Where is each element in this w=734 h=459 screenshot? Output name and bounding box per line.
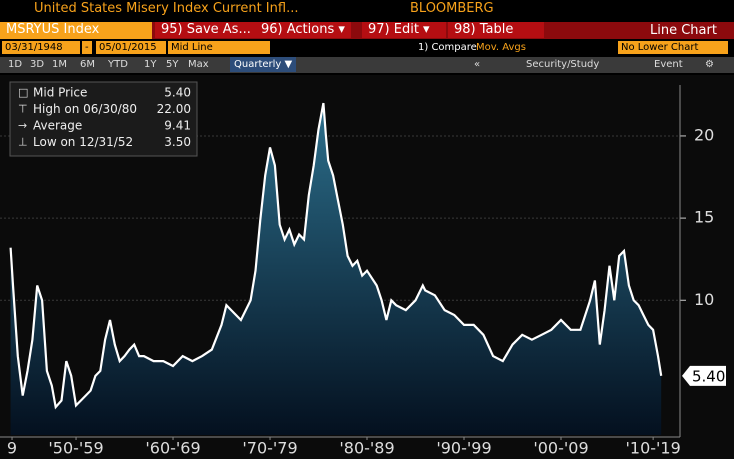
legend-icon: □ — [18, 86, 28, 99]
legend-label: Low on 12/31/52 — [33, 135, 133, 149]
button[interactable]: 96) Actions ▾ — [255, 22, 351, 38]
command-bar: MSRYUS Index 95) Save As... 96) Actions … — [0, 22, 734, 39]
x-tick-label: '70-'79 — [242, 439, 297, 458]
date-from[interactable]: 03/31/1948 — [2, 41, 80, 54]
legend-label: Average — [33, 119, 82, 133]
line — [9, 102, 663, 410]
legend-value: 9.41 — [164, 119, 191, 133]
x-tick-label: '10-'19 — [625, 439, 680, 458]
legend-icon: → — [18, 119, 27, 132]
x-tick-label: '60-'69 — [145, 439, 200, 458]
range-button[interactable]: 3D — [30, 59, 45, 70]
last-value-tag: 5.40 — [682, 365, 726, 386]
button[interactable]: 98) Table — [448, 22, 544, 38]
x-tick-label: '90-'99 — [436, 439, 491, 458]
x-tick-label: '80-'89 — [339, 439, 394, 458]
legend-box — [9, 81, 198, 157]
range-button[interactable]: 6M — [80, 59, 95, 70]
date-sep: - — [82, 41, 92, 54]
legend-label: Mid Price — [33, 86, 87, 100]
range-button[interactable]: 5Y — [166, 59, 179, 70]
range-button[interactable]: 1M — [52, 59, 67, 70]
security-study[interactable]: Security/Study — [526, 59, 600, 70]
studies[interactable]: Mov. Avgs — [476, 42, 526, 53]
legend: □ Mid Price 5.40 ⊤ High on 06/30/80 22.00 → Ave… — [9, 81, 198, 157]
lower-chart[interactable]: No Lower Chart — [618, 41, 728, 54]
y-tick-label: 15 — [694, 208, 714, 227]
button[interactable]: 95) Save As... — [155, 22, 257, 38]
legend-label: High on 06/30/80 — [33, 102, 137, 116]
compare[interactable]: 1) Compare — [418, 42, 477, 53]
range-button[interactable]: Max — [188, 59, 209, 70]
legend-value: 3.50 — [164, 135, 191, 149]
legend-icon: ⊤ — [18, 103, 28, 116]
area — [10, 103, 662, 435]
view[interactable]: Line Chart — [650, 23, 717, 38]
title: United States Misery Index Current Infl.… — [34, 1, 299, 16]
brand: BLOOMBERG — [410, 1, 494, 16]
legend-value: 5.40 — [164, 86, 191, 100]
ticker[interactable]: MSRYUS Index — [0, 22, 152, 39]
button[interactable]: 97) Edit ▾ — [362, 22, 446, 38]
y-tick-label: 20 — [694, 125, 714, 144]
last-value-box — [682, 365, 726, 386]
range-button[interactable]: YTD — [108, 59, 128, 70]
range-button[interactable]: 1Y — [144, 59, 157, 70]
y-tick-label: 10 — [694, 290, 714, 309]
mode[interactable]: Mid Line — [168, 41, 270, 54]
settings[interactable]: ⚙ — [705, 59, 714, 70]
legend-value: 22.00 — [157, 102, 191, 116]
title-bar: United States Misery Index Current Infl.… — [0, 0, 734, 20]
x-tick-label: '50-'59 — [48, 439, 103, 458]
range-button[interactable]: 1D — [8, 59, 23, 70]
last-value-label: 5.40 — [692, 367, 725, 385]
x-tick-label: '00-'09 — [533, 439, 588, 458]
event[interactable]: Event — [654, 59, 683, 70]
legend-icon: ⊥ — [18, 136, 28, 149]
date-bar: 03/31/1948 - 05/01/2015 Mid Line 1) Comp… — [0, 41, 734, 55]
x-tick-label: 9 — [7, 439, 17, 458]
date-to[interactable]: 05/01/2015 — [96, 41, 166, 54]
chart: 10 15 20 5.40 9 '50-'59 '60-'69 '70-'79 '80-'89 '… — [0, 75, 734, 459]
period[interactable]: Quarterly ▼ — [230, 57, 297, 72]
range-bar: Quarterly ▼ « Security/Study Event ⚙ 1D 3… — [0, 57, 734, 73]
collapse[interactable]: « — [474, 59, 481, 70]
